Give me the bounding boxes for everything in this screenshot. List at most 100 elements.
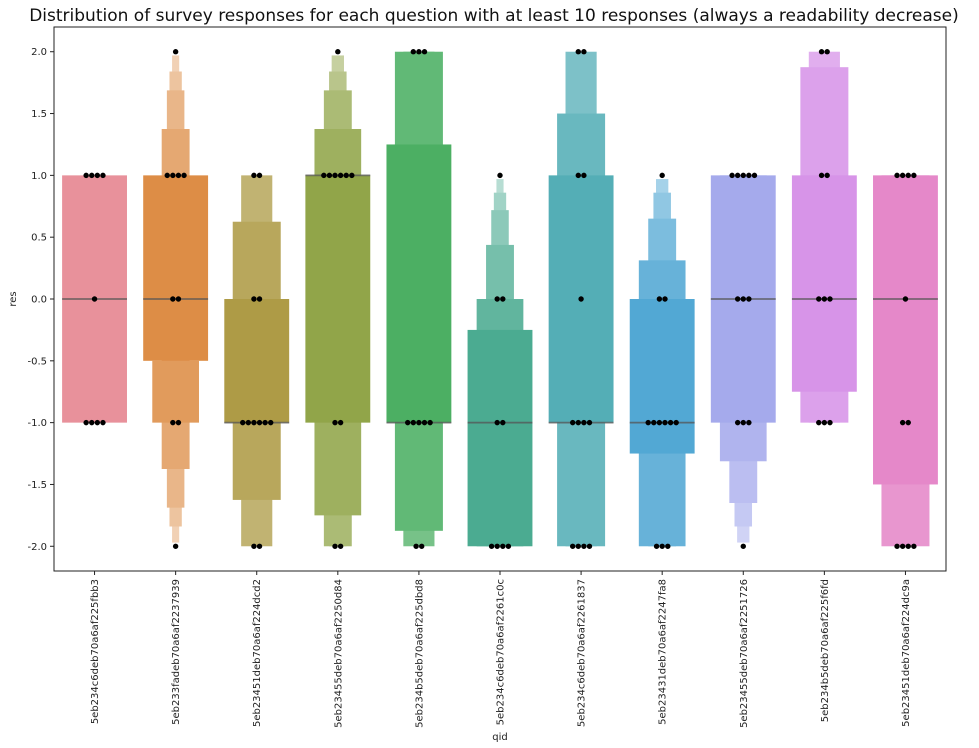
- category-group: 5eb234b5deb70a6af225dbd8: [386, 49, 452, 728]
- data-point: [335, 49, 341, 55]
- data-point: [500, 543, 506, 549]
- data-point: [667, 419, 674, 426]
- data-point: [494, 419, 500, 426]
- data-point: [251, 543, 257, 549]
- x-tick-label: 5eb23455deb70a6af2251726: [739, 579, 750, 728]
- data-point: [494, 543, 500, 549]
- data-point: [337, 543, 344, 549]
- y-axis-label: res: [8, 291, 19, 306]
- data-point: [905, 543, 911, 549]
- data-point: [175, 419, 182, 426]
- y-tick-label: -2.0: [27, 542, 47, 553]
- data-point: [332, 419, 338, 426]
- data-point: [662, 296, 668, 302]
- data-point: [256, 172, 263, 179]
- data-point: [421, 419, 428, 426]
- x-tick-label: 5eb234c6deb70a6af225fbb3: [90, 579, 101, 724]
- data-point: [170, 419, 176, 426]
- data-point: [505, 543, 512, 549]
- y-tick-label: 1.0: [31, 171, 47, 182]
- data-point: [581, 543, 587, 549]
- data-point: [746, 419, 752, 426]
- data-point: [175, 172, 182, 179]
- category-group: 5eb234b5deb70a6af225f6fd: [791, 49, 857, 722]
- data-point: [740, 172, 746, 179]
- data-point: [746, 296, 752, 302]
- data-point: [569, 419, 576, 426]
- data-point: [824, 49, 830, 55]
- x-tick-label: 5eb234b5deb70a6af225f6fd: [820, 579, 831, 722]
- data-point: [653, 543, 660, 549]
- data-point: [94, 172, 101, 179]
- data-point: [673, 419, 679, 426]
- data-point: [581, 49, 587, 55]
- data-point: [83, 172, 89, 179]
- x-tick-label: 5eb234c6deb70a6af2261837: [577, 579, 588, 727]
- chart-title: Distribution of survey responses for eac…: [29, 6, 959, 26]
- data-point: [100, 172, 106, 179]
- data-point: [349, 172, 355, 179]
- data-point: [827, 419, 833, 426]
- data-point: [905, 172, 911, 179]
- data-point: [337, 419, 344, 426]
- box-level: [629, 299, 695, 454]
- y-tick-label: 1.5: [31, 109, 47, 120]
- data-point: [569, 543, 576, 549]
- data-point: [89, 419, 95, 426]
- data-point: [824, 172, 830, 179]
- data-point: [729, 172, 735, 179]
- data-point: [100, 419, 106, 426]
- category-group: 5eb234c6deb70a6af225fbb3: [62, 172, 127, 724]
- data-point: [740, 543, 746, 549]
- category-group: 5eb234c6deb70a6af2261c0c: [467, 172, 533, 725]
- data-point: [659, 543, 665, 549]
- data-point: [575, 49, 581, 55]
- data-point: [899, 419, 906, 426]
- box-level: [305, 175, 371, 423]
- data-point: [421, 49, 428, 55]
- data-point: [905, 419, 911, 426]
- data-point: [410, 49, 417, 55]
- data-point: [256, 419, 263, 426]
- data-point: [240, 419, 246, 426]
- data-point: [332, 172, 338, 179]
- data-point: [575, 172, 581, 179]
- data-point: [262, 419, 268, 426]
- data-point: [651, 419, 657, 426]
- data-point: [575, 543, 581, 549]
- data-point: [899, 172, 906, 179]
- data-point: [586, 419, 593, 426]
- x-tick-label: 5eb234c6deb70a6af2261c0c: [496, 579, 507, 725]
- data-point: [89, 172, 95, 179]
- data-point: [734, 296, 741, 302]
- category-group: 5eb233fadeb70a6af2237939: [143, 49, 209, 725]
- data-point: [175, 296, 182, 302]
- data-point: [816, 296, 822, 302]
- data-point: [665, 543, 671, 549]
- data-point: [816, 419, 822, 426]
- y-tick-label: 0.0: [31, 295, 47, 306]
- data-point: [734, 419, 741, 426]
- data-point: [251, 296, 257, 302]
- data-point: [256, 543, 263, 549]
- data-point: [405, 419, 411, 426]
- box-level: [873, 175, 938, 485]
- data-point: [343, 172, 349, 179]
- data-point: [911, 543, 917, 549]
- data-point: [586, 543, 593, 549]
- box-level: [152, 360, 199, 423]
- data-point: [427, 419, 433, 426]
- data-point: [268, 419, 274, 426]
- data-point: [911, 172, 917, 179]
- data-point: [337, 172, 344, 179]
- data-point: [818, 49, 825, 55]
- y-tick-label: -1.0: [27, 418, 47, 429]
- data-point: [821, 296, 828, 302]
- data-point: [172, 49, 179, 55]
- x-tick-label: 5eb233fadeb70a6af2237939: [171, 579, 182, 725]
- x-tick-label: 5eb234b5deb70a6af225dbd8: [414, 579, 425, 728]
- data-point: [645, 419, 651, 426]
- category-group: 5eb23455deb70a6af2250d84: [305, 49, 371, 728]
